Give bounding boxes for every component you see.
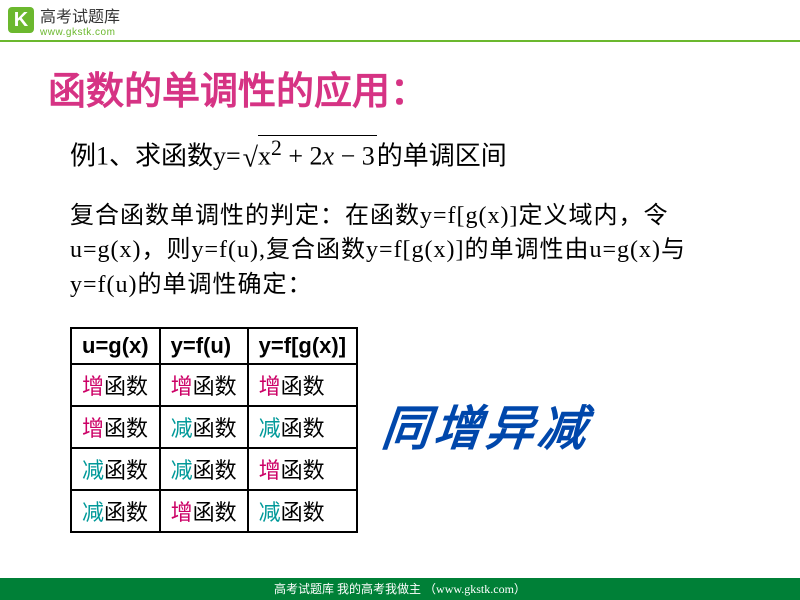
- footer-bar: 高考试题库 我的高考我做主 （www.gkstk.com）: [0, 578, 800, 600]
- header-bar: K 高考试题库 www.gkstk.com: [0, 0, 800, 40]
- brand-name: 高考试题库: [40, 3, 120, 27]
- increase-label: 增: [82, 374, 104, 399]
- example-line: 例1、求函数y=√x2 + 2x − 3的单调区间: [70, 135, 760, 175]
- fn-suffix: 函数: [193, 500, 237, 525]
- decrease-label: 减: [171, 416, 193, 441]
- decrease-label: 减: [171, 458, 193, 483]
- col-header-u: u=g(x): [71, 328, 160, 364]
- bottom-row: u=g(x) y=f(u) y=f[g(x)] 增函数增函数增函数增函数减函数减…: [70, 327, 760, 533]
- table-row: 减函数增函数减函数: [71, 490, 357, 532]
- fn-suffix: 函数: [281, 458, 325, 483]
- fn-suffix: 函数: [193, 458, 237, 483]
- table-cell: 减函数: [160, 448, 248, 490]
- table-row: 减函数减函数增函数: [71, 448, 357, 490]
- increase-label: 增: [259, 458, 281, 483]
- fn-suffix: 函数: [193, 416, 237, 441]
- decrease-label: 减: [259, 416, 281, 441]
- logo-letter: K: [14, 9, 28, 32]
- decrease-label: 减: [82, 458, 104, 483]
- table-cell: 增函数: [160, 490, 248, 532]
- increase-label: 增: [171, 374, 193, 399]
- sqrt-expression: √x2 + 2x − 3: [241, 135, 377, 175]
- header-divider: [0, 40, 800, 42]
- fn-suffix: 函数: [281, 374, 325, 399]
- example-suffix: 的单调区间: [377, 142, 507, 171]
- fn-suffix: 函数: [104, 374, 148, 399]
- fn-suffix: 函数: [281, 416, 325, 441]
- table-cell: 增函数: [71, 364, 160, 406]
- fn-suffix: 函数: [193, 374, 237, 399]
- rad-x2: x: [323, 142, 335, 171]
- table-row: 增函数增函数增函数: [71, 364, 357, 406]
- table-cell: 增函数: [248, 448, 357, 490]
- motto-text: 同增异减: [380, 406, 593, 454]
- sqrt-icon: √: [243, 143, 258, 174]
- col-header-comp: y=f[g(x)]: [248, 328, 357, 364]
- rad-mid: + 2: [282, 142, 323, 171]
- rad-sup: 2: [271, 136, 282, 160]
- table-cell: 减函数: [71, 490, 160, 532]
- radicand: x2 + 2x − 3: [258, 135, 377, 172]
- table-cell: 增函数: [71, 406, 160, 448]
- slide-body: 函数的单调性的应用： 例1、求函数y=√x2 + 2x − 3的单调区间 复合函…: [0, 60, 800, 533]
- fn-suffix: 函数: [104, 500, 148, 525]
- table-cell: 减函数: [248, 490, 357, 532]
- rad-post: − 3: [334, 142, 375, 171]
- fn-suffix: 函数: [281, 500, 325, 525]
- table-cell: 增函数: [248, 364, 357, 406]
- decrease-label: 减: [82, 500, 104, 525]
- fn-suffix: 函数: [104, 416, 148, 441]
- increase-label: 增: [259, 374, 281, 399]
- col-header-y: y=f(u): [160, 328, 248, 364]
- table-cell: 减函数: [71, 448, 160, 490]
- table-header-row: u=g(x) y=f(u) y=f[g(x)]: [71, 328, 357, 364]
- logo-icon: K: [8, 7, 34, 33]
- rad-x1: x: [258, 142, 271, 171]
- monotonicity-table: u=g(x) y=f(u) y=f[g(x)] 增函数增函数增函数增函数减函数减…: [70, 327, 358, 533]
- increase-label: 增: [171, 500, 193, 525]
- table-cell: 减函数: [160, 406, 248, 448]
- increase-label: 增: [82, 416, 104, 441]
- table-body: 增函数增函数增函数增函数减函数减函数减函数减函数增函数减函数增函数减函数: [71, 364, 357, 532]
- explanation-text: 复合函数单调性的判定：在函数y=f[g(x)]定义域内，令u=g(x)，则y=f…: [70, 199, 730, 303]
- fn-suffix: 函数: [104, 458, 148, 483]
- example-prefix: 例1、求函数y=: [70, 142, 241, 171]
- page-title: 函数的单调性的应用：: [48, 60, 760, 115]
- brand-url: www.gkstk.com: [40, 27, 120, 38]
- table-cell: 增函数: [160, 364, 248, 406]
- table-row: 增函数减函数减函数: [71, 406, 357, 448]
- logo-text-wrap: 高考试题库 www.gkstk.com: [40, 3, 120, 38]
- decrease-label: 减: [259, 500, 281, 525]
- table-cell: 减函数: [248, 406, 357, 448]
- motto-span: 同增异减: [379, 403, 593, 456]
